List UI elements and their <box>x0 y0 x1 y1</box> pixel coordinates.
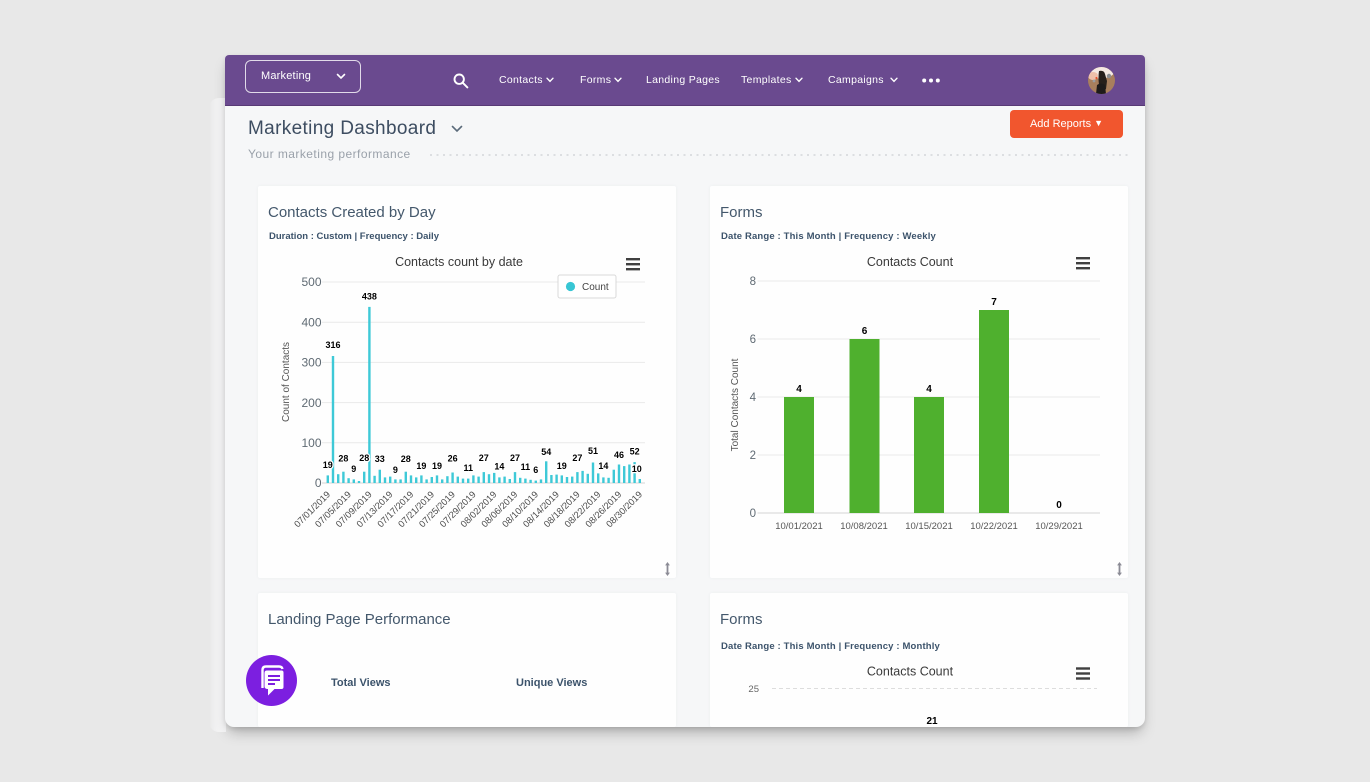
svg-text:10/15/2021: 10/15/2021 <box>905 521 953 532</box>
svg-text:27: 27 <box>479 453 489 463</box>
svg-text:6: 6 <box>862 326 868 337</box>
svg-text:8: 8 <box>750 276 756 288</box>
svg-text:Count of Contacts: Count of Contacts <box>281 342 292 422</box>
svg-text:0: 0 <box>1056 500 1062 511</box>
svg-text:Total Contacts Count: Total Contacts Count <box>730 358 741 451</box>
svg-text:500: 500 <box>301 275 321 289</box>
svg-text:Contacts Count: Contacts Count <box>867 665 954 679</box>
svg-text:Count: Count <box>582 282 609 293</box>
svg-text:6: 6 <box>533 465 538 475</box>
svg-text:9: 9 <box>393 465 398 475</box>
svg-text:10/22/2021: 10/22/2021 <box>970 521 1018 532</box>
svg-text:10/29/2021: 10/29/2021 <box>1035 521 1083 532</box>
svg-text:0: 0 <box>315 476 322 490</box>
svg-text:4: 4 <box>926 384 932 395</box>
svg-text:Contacts count by date: Contacts count by date <box>395 255 523 269</box>
svg-text:19: 19 <box>323 460 333 470</box>
svg-text:26: 26 <box>448 454 458 464</box>
svg-text:52: 52 <box>630 447 640 457</box>
svg-text:400: 400 <box>301 315 321 329</box>
svg-text:11: 11 <box>463 463 473 473</box>
svg-text:11: 11 <box>521 462 531 472</box>
svg-text:14: 14 <box>598 461 608 471</box>
svg-text:316: 316 <box>325 340 340 350</box>
svg-text:7: 7 <box>991 297 997 308</box>
svg-text:28: 28 <box>338 454 348 464</box>
svg-text:10/08/2021: 10/08/2021 <box>840 521 888 532</box>
svg-text:33: 33 <box>375 454 385 464</box>
svg-text:10: 10 <box>632 464 642 474</box>
svg-text:300: 300 <box>301 356 321 370</box>
svg-text:28: 28 <box>359 453 369 463</box>
svg-text:27: 27 <box>572 453 582 463</box>
svg-text:2: 2 <box>750 450 756 462</box>
svg-text:0: 0 <box>750 508 756 520</box>
svg-text:14: 14 <box>494 462 504 472</box>
svg-text:10/01/2021: 10/01/2021 <box>775 521 823 532</box>
svg-text:46: 46 <box>614 450 624 460</box>
svg-text:27: 27 <box>510 453 520 463</box>
svg-text:438: 438 <box>362 292 377 302</box>
svg-text:100: 100 <box>301 436 321 450</box>
svg-text:200: 200 <box>301 396 321 410</box>
svg-text:9: 9 <box>351 464 356 474</box>
svg-text:4: 4 <box>796 384 802 395</box>
svg-text:21: 21 <box>926 716 938 727</box>
svg-text:51: 51 <box>588 446 598 456</box>
svg-text:Contacts Count: Contacts Count <box>867 255 954 269</box>
svg-text:19: 19 <box>557 461 567 471</box>
svg-text:6: 6 <box>750 334 756 346</box>
svg-text:54: 54 <box>541 447 551 457</box>
svg-text:19: 19 <box>432 461 442 471</box>
svg-text:19: 19 <box>416 461 426 471</box>
svg-text:25: 25 <box>748 684 759 695</box>
svg-text:4: 4 <box>750 392 757 404</box>
svg-text:28: 28 <box>401 454 411 464</box>
